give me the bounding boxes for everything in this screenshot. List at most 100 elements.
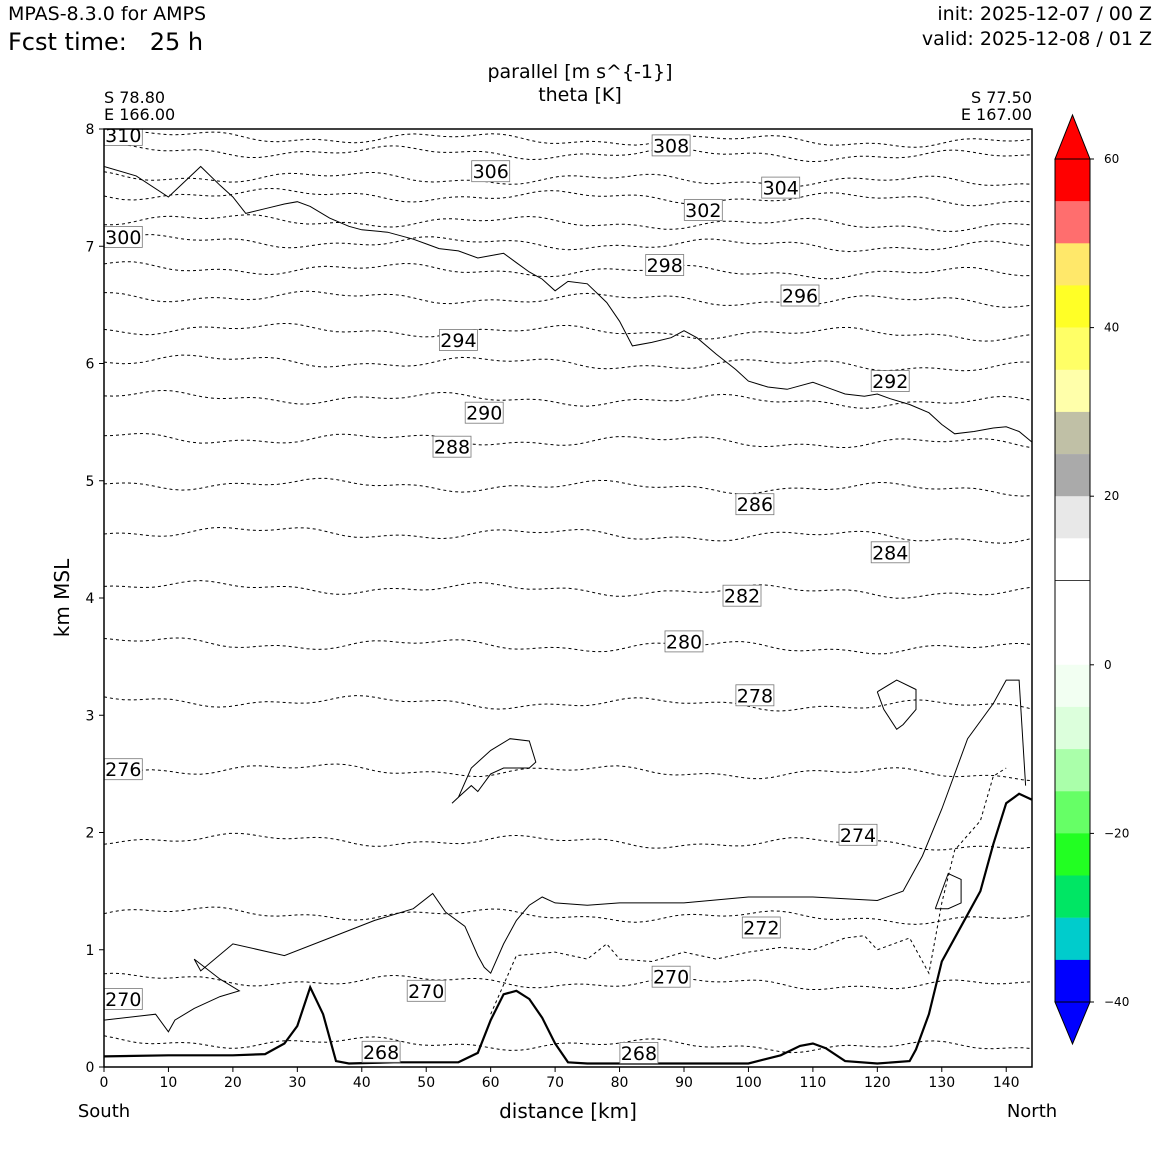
- colorbar-tick-label: 60: [1104, 152, 1119, 166]
- theta-label: 290: [464, 401, 504, 425]
- colorbar-bin: [1055, 917, 1090, 961]
- colorbar-bin: [1055, 454, 1090, 497]
- isentrope-286: [104, 477, 1032, 497]
- theta-label-box: [735, 684, 775, 707]
- theta-label: 300: [104, 225, 143, 249]
- end-lat: S 77.50: [971, 88, 1032, 107]
- theta-label: 274: [838, 823, 878, 847]
- forecast-time: Fcst time: 25 h: [8, 28, 203, 56]
- x-tick-label: 80: [611, 1075, 629, 1091]
- colorbar-bin: [1055, 791, 1090, 834]
- theta-label-text: 306: [473, 161, 509, 183]
- theta-label-text: 276: [105, 759, 141, 781]
- theta-label-text: 290: [466, 403, 502, 425]
- x-tick-label: 10: [160, 1075, 178, 1091]
- colorbar-tick-label: 0: [1104, 658, 1112, 672]
- wind-contour-1: [451, 738, 537, 804]
- isentrope-300: [104, 234, 1032, 253]
- y-tick-label: 3: [86, 708, 95, 724]
- x-tick-label: 120: [864, 1075, 891, 1091]
- isentrope-302: [104, 214, 1032, 232]
- theta-label: 272: [741, 916, 781, 940]
- colorbar: 60 40 20 0 −20 −40: [1054, 113, 1129, 1046]
- colorbar-tick-label: −40: [1104, 995, 1129, 1009]
- colorbar-frame: [1054, 158, 1091, 1003]
- start-lon: E 166.00: [104, 105, 175, 124]
- theta-label: 296: [780, 284, 820, 308]
- theta-label-box: [651, 965, 691, 988]
- theta-label-box: [838, 823, 878, 846]
- theta-label-box: [438, 329, 478, 351]
- theta-label: 268: [361, 1040, 401, 1064]
- colorbar-bin: [1055, 159, 1090, 202]
- isentrope-310: [104, 131, 1032, 148]
- theta-label: 282: [722, 584, 762, 608]
- isentrope-270: [104, 972, 1032, 990]
- colorbar-tick-label: 40: [1104, 321, 1119, 335]
- theta-label-text: 292: [872, 371, 908, 393]
- theta-label: 270: [104, 988, 143, 1011]
- isentrope-272: [104, 906, 1032, 925]
- theta-label-box: [432, 435, 472, 458]
- isentrope-268: [104, 1035, 1032, 1054]
- colorbar-bin: [1055, 833, 1090, 876]
- x-tick-label: 50: [417, 1075, 435, 1091]
- colorbar-tick-label: −20: [1104, 826, 1129, 840]
- x-tick-label: 70: [546, 1075, 564, 1091]
- theta-label: 308: [651, 134, 691, 157]
- theta-label-text: 300: [105, 227, 141, 249]
- isentrope-306: [104, 171, 1032, 188]
- theta-label-box: [780, 284, 820, 307]
- theta-label-text: 282: [724, 586, 760, 608]
- theta-label: 278: [735, 684, 775, 707]
- isentrope-296: [104, 290, 1032, 308]
- axes: 0 10 20 30 40 50 60 70 80 90 100 110 120 130 140 0 1 2 3 4 5…: [86, 122, 1033, 1091]
- isentrope-288: [104, 432, 1032, 449]
- theta-label: 310: [104, 125, 143, 147]
- theta-label-text: 284: [872, 542, 908, 564]
- y-tick-label: 6: [86, 357, 95, 373]
- y-tick-label: 8: [86, 122, 95, 138]
- x-tick-label: 100: [735, 1075, 762, 1091]
- plot-frame: [103, 128, 1033, 1068]
- theta-label-text: 296: [782, 286, 818, 308]
- x-tick-label: 110: [800, 1075, 827, 1091]
- theta-label-box: [870, 370, 910, 393]
- colorbar-bin: [1055, 411, 1090, 455]
- x-tick-label: 60: [482, 1075, 500, 1091]
- colorbar-bin: [1055, 749, 1090, 792]
- y-tick-label: 5: [86, 474, 95, 490]
- y-tick-label: 4: [86, 591, 95, 607]
- theta-label: 280: [664, 630, 704, 653]
- isentrope-304: [104, 187, 1032, 207]
- theta-label: 284: [870, 541, 910, 564]
- theta-label-text: 304: [763, 178, 799, 200]
- plot-inner: 310 308 306 304 302 300 298 296 294 292 290 288 286 2…: [104, 125, 1032, 1065]
- theta-label: 270: [406, 979, 446, 1003]
- chart-subtitle: theta [K]: [538, 84, 622, 106]
- theta-label: 306: [471, 160, 511, 183]
- y-tick-label: 2: [86, 826, 95, 842]
- chart-title: parallel [m s^{-1}]: [487, 61, 672, 83]
- wind-contour-3: [934, 872, 962, 910]
- theta-label-box: [471, 160, 511, 183]
- colorbar-under-triangle: [1054, 1001, 1091, 1046]
- isentrope-278: [104, 695, 1032, 712]
- theta-label-box: [761, 176, 801, 199]
- theta-label-text: 268: [363, 1042, 399, 1064]
- theta-label: 302: [683, 198, 723, 222]
- colorbar-bin: [1055, 201, 1090, 244]
- colorbar-bin: [1055, 538, 1090, 581]
- theta-label-text: 310: [105, 125, 141, 147]
- theta-label-text: 308: [653, 135, 689, 157]
- colorbar-bin: [1055, 496, 1090, 539]
- colorbar-bin: [1055, 369, 1090, 413]
- theta-label-text: 288: [434, 437, 470, 459]
- forecast-time-label: Fcst time:: [8, 28, 127, 56]
- x-tick-label: 30: [288, 1075, 306, 1091]
- theta-label-text: 274: [840, 825, 876, 847]
- theta-label: 292: [870, 370, 910, 393]
- start-lat: S 78.80: [104, 88, 165, 107]
- isentrope-298: [104, 261, 1032, 280]
- wind-contour-0: [104, 679, 1027, 1033]
